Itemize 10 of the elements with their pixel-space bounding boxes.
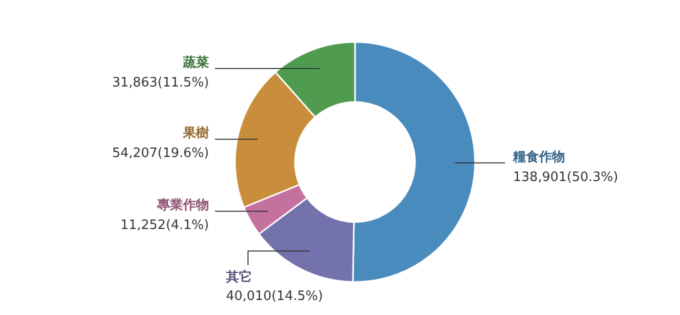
slice-label: 糧食作物 bbox=[512, 150, 565, 165]
data-label: 11,252(4.1%) bbox=[120, 218, 209, 234]
data-label: 138,901(50.3%) bbox=[513, 170, 618, 185]
slice-label: 蔬菜 bbox=[182, 54, 209, 70]
slice-label: 專業作物 bbox=[156, 197, 209, 214]
data-label: 31,863(11.5%) bbox=[112, 75, 209, 90]
slice-label: 果樹 bbox=[182, 126, 209, 142]
data-label: 40,010(14.5%) bbox=[226, 289, 323, 304]
slice-label: 其它 bbox=[225, 269, 252, 285]
data-label: 54,207(19.6%) bbox=[112, 146, 209, 162]
